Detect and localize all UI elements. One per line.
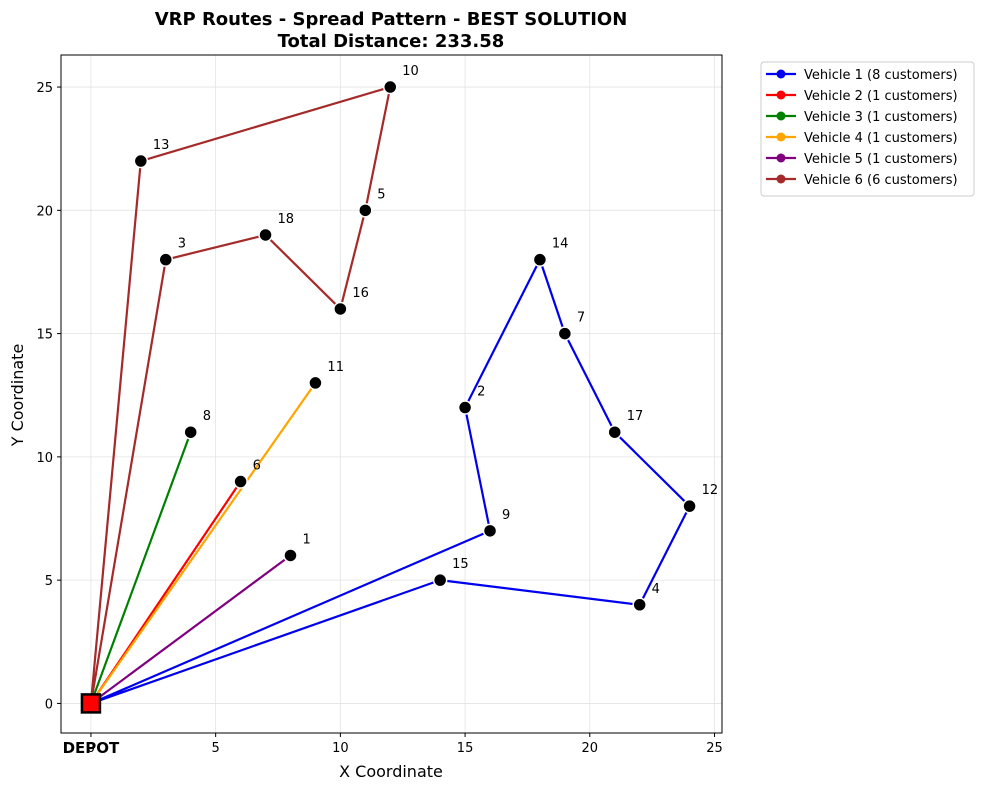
y-tick-label: 0 [45,697,53,712]
y-tick-label: 15 [36,328,53,343]
legend-label-vehicle-3: Vehicle 3 (1 customers) [804,110,958,125]
legend-marker-vehicle-2 [776,90,786,100]
chart-title-line1: VRP Routes - Spread Pattern - BEST SOLUT… [155,9,628,30]
customer-label: 18 [278,212,295,227]
route-line-vehicle-6 [89,85,392,704]
x-tick-label: 25 [706,741,723,756]
x-tick-label: 15 [457,741,474,756]
customer-point [632,597,647,613]
customer-point [682,498,697,514]
customer-label: 6 [253,459,261,474]
customer-label: 10 [402,64,419,79]
customer-point [532,252,548,267]
customer-point [233,474,248,489]
customer-point [308,375,323,391]
customer-point [333,301,348,317]
x-tick-label: 0 [87,741,95,756]
customer-label: 12 [702,483,719,498]
y-tick-label: 10 [36,451,53,466]
legend-marker-vehicle-4 [776,132,786,142]
customer-label: 15 [452,557,469,572]
legend-marker-vehicle-5 [776,153,786,163]
customer-point [457,400,473,415]
x-tick-label: 5 [212,741,220,756]
x-axis-label: X Coordinate [339,762,443,781]
y-tick-label: 20 [36,204,53,219]
customer-label: 3 [178,237,186,252]
route-line-vehicle-1 [90,258,691,705]
customer-label: 17 [627,409,644,424]
customer-point [482,523,498,539]
customer-point [358,203,373,218]
customer-point [557,326,573,341]
legend-marker-vehicle-1 [776,69,786,79]
customer-points [133,79,697,613]
x-tick-label: 20 [582,741,599,756]
legend-box [760,61,975,197]
depot: DEPOT [63,693,120,757]
legend: Vehicle 1 (8 customers) Vehicle 2 (1 cust… [760,61,975,197]
legend-label-vehicle-1: Vehicle 1 (8 customers) [804,68,958,83]
legend-label-vehicle-5: Vehicle 5 (1 customers) [804,152,958,167]
customer-label: 7 [577,311,585,326]
route-line-vehicle-3 [89,431,192,704]
grid [61,55,722,733]
customer-point [133,153,149,169]
customer-label: 9 [502,508,510,523]
customer-point [183,424,198,440]
plot-frame [60,54,723,734]
customer-point [283,548,298,563]
depot-marker [80,693,102,714]
legend-marker-vehicle-6 [776,174,786,184]
customer-label: 5 [377,187,385,202]
x-tick-label: 10 [332,741,349,756]
customer-label: 2 [477,385,485,400]
customer-label: 16 [352,286,369,301]
legend-marker-vehicle-3 [776,111,786,121]
customer-label: 14 [552,237,569,252]
customer-point [383,79,398,95]
customer-label: 1 [302,532,310,547]
customer-point [432,572,448,588]
customer-point [258,227,273,243]
customer-label: 13 [153,138,170,153]
legend-label-vehicle-4: Vehicle 4 (1 customers) [804,131,958,146]
chart-title-line2: Total Distance: 233.58 [278,31,505,52]
legend-label-vehicle-2: Vehicle 2 (1 customers) [804,89,958,104]
customer-label: 8 [203,409,211,424]
customer-label: 11 [327,360,344,375]
legend-label-vehicle-6: Vehicle 6 (6 customers) [804,173,958,188]
depot-label: DEPOT [63,739,120,757]
customer-point [607,424,622,440]
y-tick-label: 25 [36,81,53,96]
route-lines [89,85,691,705]
customer-label: 4 [652,582,660,597]
y-axis-label: Y Coordinate [8,344,27,448]
customer-point [158,252,174,267]
y-tick-label: 5 [45,574,53,589]
